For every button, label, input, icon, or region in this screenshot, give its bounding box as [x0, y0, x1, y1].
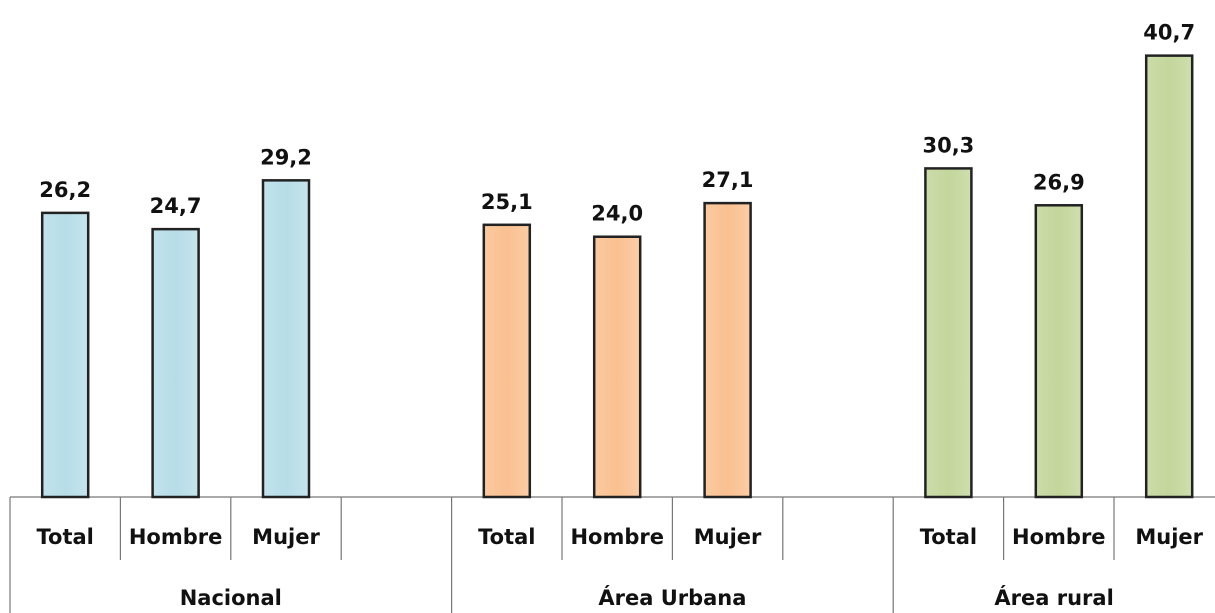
bar — [1144, 54, 1194, 499]
value-label: 24,7 — [150, 194, 202, 218]
x-tick-label: Mujer — [1135, 525, 1203, 549]
bar — [703, 201, 752, 499]
value-label: 26,2 — [39, 178, 91, 202]
value-label: 40,7 — [1143, 21, 1195, 45]
x-tick-label: Hombre — [1012, 525, 1106, 549]
bar — [924, 167, 973, 499]
x-tick-label: Mujer — [694, 525, 762, 549]
value-label: 24,0 — [591, 202, 643, 226]
bar — [261, 179, 311, 499]
bar — [151, 227, 200, 499]
bar — [1034, 204, 1084, 499]
group-label: Área rural — [994, 585, 1113, 610]
value-label: 25,1 — [481, 190, 533, 214]
x-tick-label: Total — [920, 525, 977, 549]
value-label: 26,9 — [1033, 170, 1085, 194]
bar — [482, 223, 532, 499]
x-tick-label: Hombre — [129, 525, 223, 549]
group-label: Área Urbana — [598, 585, 746, 610]
x-tick-label: Total — [37, 525, 94, 549]
bar — [592, 235, 642, 499]
value-label: 30,3 — [922, 133, 974, 157]
group-label: Nacional — [180, 586, 282, 610]
x-tick-label: Mujer — [252, 525, 320, 549]
value-label: 29,2 — [260, 145, 312, 169]
bar — [40, 211, 90, 499]
x-tick-label: Hombre — [570, 525, 664, 549]
value-label: 27,1 — [702, 168, 754, 192]
x-tick-label: Total — [478, 525, 535, 549]
